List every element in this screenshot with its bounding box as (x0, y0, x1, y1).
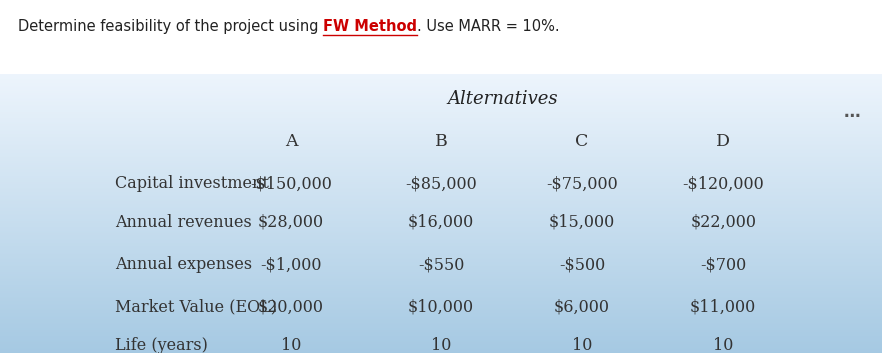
Text: B: B (435, 133, 447, 150)
Text: -$500: -$500 (559, 256, 605, 273)
Text: -$75,000: -$75,000 (546, 175, 618, 192)
Text: $10,000: $10,000 (408, 299, 474, 316)
Text: $15,000: $15,000 (549, 214, 616, 231)
Text: Determine feasibility of the project using: Determine feasibility of the project usi… (18, 19, 323, 34)
Text: -$550: -$550 (418, 256, 464, 273)
Text: $28,000: $28,000 (258, 214, 324, 231)
Text: Capital investment: Capital investment (115, 175, 268, 192)
Text: Market Value (EOL): Market Value (EOL) (115, 299, 277, 316)
Text: $22,000: $22,000 (691, 214, 756, 231)
Text: $11,000: $11,000 (690, 299, 757, 316)
Text: Annual revenues: Annual revenues (115, 214, 251, 231)
Text: 10: 10 (430, 337, 452, 353)
Text: 10: 10 (572, 337, 593, 353)
Text: -$700: -$700 (700, 256, 746, 273)
Text: -$85,000: -$85,000 (405, 175, 477, 192)
Text: Alternatives: Alternatives (447, 90, 558, 108)
Text: -$1,000: -$1,000 (260, 256, 322, 273)
Text: FW Method: FW Method (323, 19, 417, 34)
Text: C: C (575, 133, 589, 150)
Text: -$150,000: -$150,000 (250, 175, 332, 192)
Text: ⋯: ⋯ (843, 108, 860, 125)
Text: $16,000: $16,000 (407, 214, 475, 231)
Text: Annual expenses: Annual expenses (115, 256, 251, 273)
Text: 10: 10 (713, 337, 734, 353)
Text: $20,000: $20,000 (258, 299, 324, 316)
Text: $6,000: $6,000 (554, 299, 610, 316)
Text: 10: 10 (280, 337, 302, 353)
Text: D: D (716, 133, 730, 150)
Text: Life (years): Life (years) (115, 337, 207, 353)
Text: . Use MARR = 10%.: . Use MARR = 10%. (417, 19, 559, 34)
Text: -$120,000: -$120,000 (683, 175, 764, 192)
Text: A: A (285, 133, 297, 150)
